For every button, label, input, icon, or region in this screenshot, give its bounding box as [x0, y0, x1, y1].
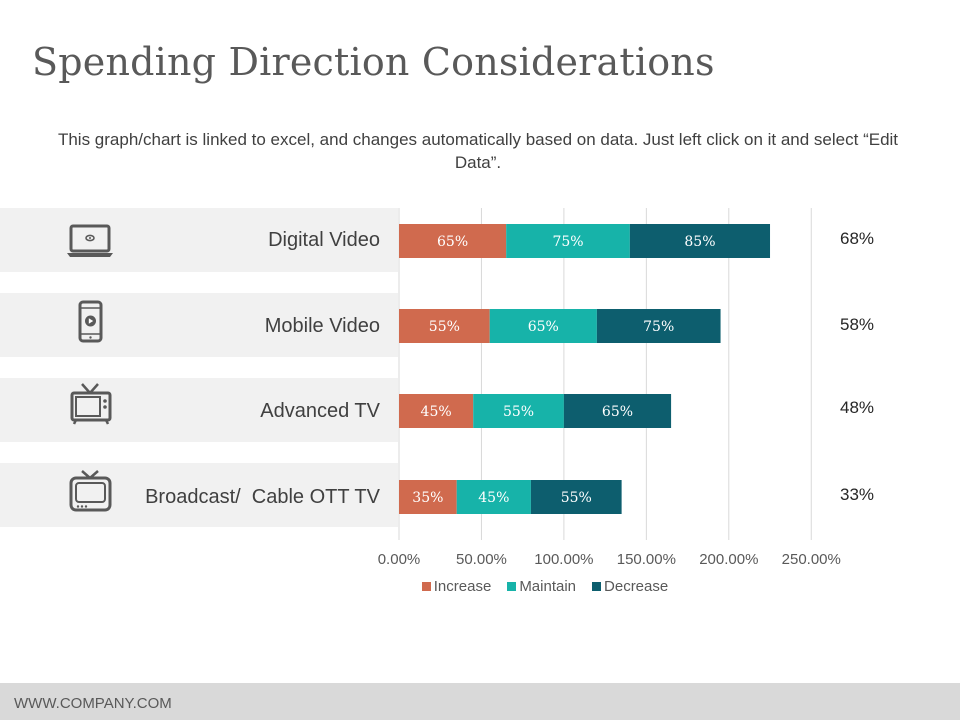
x-tick-label: 0.00%: [378, 551, 421, 568]
side-percentage: 33%: [840, 485, 875, 504]
legend-item-maintain: Maintain: [507, 578, 576, 595]
bar-maintain: [473, 394, 564, 428]
tv-icon: [62, 468, 118, 516]
bar-data-label: 45%: [478, 490, 509, 506]
row-label-broadcast-cable-ott-tv: Broadcast/ Cable OTT TV: [145, 486, 380, 508]
legend-swatch-maintain: [507, 582, 517, 591]
legend-item-decrease: Decrease: [592, 578, 668, 595]
bar-data-label: 75%: [552, 234, 583, 250]
bar-increase: [399, 394, 474, 428]
side-percentage: 58%: [840, 315, 875, 334]
bar-maintain: [506, 224, 630, 258]
page-subtitle: This graph/chart is linked to excel, and…: [57, 130, 899, 172]
side-percentage: 68%: [840, 229, 875, 248]
bar-data-label: 65%: [437, 234, 468, 250]
smartphone-icon: [62, 299, 118, 347]
bar-data-label: 55%: [429, 319, 460, 335]
bar-data-label: 55%: [561, 490, 592, 506]
bar-increase: [399, 224, 507, 258]
chart-legend: Increase Maintain Decrease: [0, 578, 960, 595]
row-background: [0, 208, 398, 272]
bar-data-label: 35%: [412, 490, 443, 506]
legend-swatch-decrease: [592, 582, 602, 591]
row-label-digital-video: Digital Video: [268, 229, 380, 251]
bar-data-label: 55%: [503, 404, 534, 420]
bar-decrease: [530, 480, 622, 514]
x-tick-label: 150.00%: [617, 551, 676, 568]
footer-url: WWW.COMPANY.COM: [14, 695, 172, 712]
row-label-mobile-video: Mobile Video: [264, 315, 380, 337]
x-tick-label: 100.00%: [534, 551, 593, 568]
x-tick-label: 200.00%: [699, 551, 758, 568]
legend-label-maintain: Maintain: [519, 578, 577, 595]
x-tick-label: 50.00%: [456, 551, 507, 568]
bar-decrease: [629, 224, 771, 258]
retro-tv-icon: [62, 381, 118, 429]
bar-increase: [399, 309, 490, 343]
bar-decrease: [596, 309, 721, 343]
bar-decrease: [563, 394, 672, 428]
side-percentage: 48%: [840, 398, 875, 417]
legend-item-increase: Increase: [421, 578, 492, 595]
bar-data-label: 45%: [421, 404, 452, 420]
row-background: [0, 463, 398, 527]
laptop-icon: [62, 216, 118, 264]
legend-label-increase: Increase: [433, 578, 492, 595]
bar-increase: [399, 480, 457, 514]
row-background: [0, 293, 398, 357]
bar-maintain: [489, 309, 597, 343]
x-tick-label: 250.00%: [782, 551, 841, 568]
row-background: [0, 378, 398, 442]
row-label-advanced-tv: Advanced TV: [260, 400, 380, 422]
legend-label-decrease: Decrease: [604, 578, 669, 595]
bar-data-label: 85%: [684, 234, 715, 250]
bar-maintain: [456, 480, 531, 514]
bar-data-label: 75%: [643, 319, 674, 335]
footer-bar: WWW.COMPANY.COM: [0, 683, 960, 720]
legend-swatch-increase: [421, 582, 431, 591]
page-title: Spending Direction Considerations: [32, 40, 715, 84]
stacked-bar-chart: 0.00% 50.00% 100.00% 150.00% 200.00% 250.00% 6…: [378, 208, 841, 568]
bar-data-label: 65%: [602, 404, 633, 420]
bar-data-label: 65%: [528, 319, 559, 335]
